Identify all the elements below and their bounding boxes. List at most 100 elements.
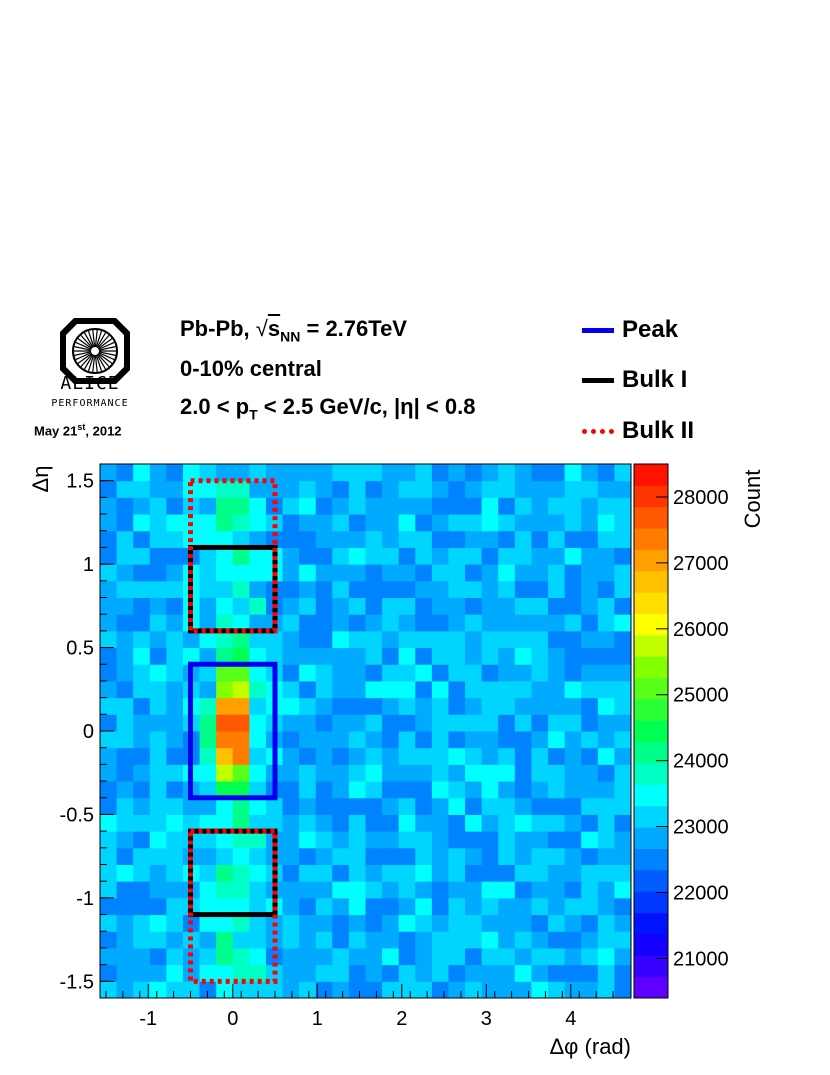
heatmap-cell <box>431 964 449 982</box>
heatmap-cell <box>315 881 333 899</box>
heatmap-cell <box>216 847 234 865</box>
heatmap-cell <box>614 831 632 849</box>
heatmap-cell <box>531 831 549 849</box>
system-prefix: Pb-Pb, <box>180 316 250 341</box>
heatmap-cell <box>415 931 433 949</box>
heatmap-cell <box>398 597 416 615</box>
heatmap-cell <box>415 897 433 916</box>
heatmap-cell <box>382 497 400 515</box>
heatmap-cell <box>382 764 400 782</box>
heatmap-cell <box>548 947 566 966</box>
heatmap-cell <box>548 514 566 532</box>
heatmap-cell <box>133 814 151 832</box>
heatmap-cell <box>116 580 134 598</box>
heatmap-cell <box>199 647 217 665</box>
heatmap-cell <box>299 680 317 699</box>
heatmap-cell <box>282 480 300 498</box>
x-tick-label: 1 <box>312 1008 323 1030</box>
heatmap-cell <box>199 814 217 832</box>
heatmap-cell <box>431 530 449 548</box>
heatmap-cell <box>415 547 433 565</box>
heatmap-cell <box>481 497 499 515</box>
heatmap-cell <box>199 630 217 649</box>
heatmap-cell <box>415 614 433 632</box>
heatmap-cell <box>614 914 632 932</box>
y-tick-label: 1 <box>83 554 94 576</box>
heatmap-cell <box>299 564 317 582</box>
heatmap-cell <box>448 947 466 966</box>
heatmap-cell <box>465 647 483 665</box>
heatmap-cell <box>299 881 317 899</box>
heatmap-cell <box>149 864 167 882</box>
heatmap-cell <box>365 680 383 699</box>
heatmap-cell <box>249 747 267 765</box>
heatmap-cell <box>448 497 466 515</box>
heatmap-cell <box>149 530 167 548</box>
heatmap-cell <box>166 697 184 715</box>
heatmap-cell <box>116 647 134 665</box>
palette-level <box>634 677 668 700</box>
heatmap-cell <box>166 947 184 966</box>
heatmap-cell <box>431 664 449 682</box>
heatmap-cell <box>431 497 449 515</box>
heatmap-cell <box>116 781 134 799</box>
heatmap-cell <box>315 497 333 515</box>
heatmap-cell <box>382 897 400 916</box>
heatmap-cell <box>199 964 217 982</box>
heatmap-cell <box>415 781 433 799</box>
heatmap-cell <box>597 564 615 582</box>
heatmap-cell <box>182 647 201 665</box>
heatmap-cell <box>514 931 532 949</box>
heatmap-cell <box>365 881 383 899</box>
heatmap-cell <box>199 614 217 632</box>
heatmap-cell <box>365 530 383 548</box>
logo-ray <box>87 330 95 348</box>
kinematic-cuts: 2.0 < pT < 2.5 GeV/c, |η| < 0.8 <box>180 394 475 422</box>
heatmap-cell <box>564 580 582 598</box>
heatmap-cell <box>415 947 433 966</box>
heatmap-cell <box>249 597 267 615</box>
heatmap-cell <box>564 797 582 815</box>
heatmap-cell <box>348 864 366 882</box>
heatmap-cell <box>133 831 151 849</box>
palette-level <box>634 656 668 679</box>
heatmap-cell <box>548 564 566 582</box>
heatmap-cell <box>133 714 151 732</box>
heatmap-cell <box>299 747 317 765</box>
heatmap-cell <box>282 864 300 882</box>
heatmap-cell <box>581 797 599 815</box>
heatmap-cell <box>597 764 615 782</box>
heatmap-cell <box>581 897 599 916</box>
heatmap-cell <box>581 514 599 532</box>
heatmap-cell <box>249 764 267 782</box>
heatmap-cell <box>232 547 250 565</box>
heatmap-cell <box>597 714 615 732</box>
legend-label-bulk2: Bulk II <box>622 417 695 444</box>
heatmap-cell <box>548 530 566 548</box>
heatmap-cell <box>116 764 134 782</box>
heatmap-cell <box>199 747 217 765</box>
heatmap-cell <box>514 464 532 482</box>
heatmap-cell <box>614 547 632 565</box>
heatmap-cell <box>597 981 615 999</box>
logo-ray <box>97 338 113 350</box>
heatmap-cell <box>149 697 167 715</box>
heatmap-cell <box>415 764 433 782</box>
heatmap-cell <box>514 614 532 632</box>
heatmap-cell <box>365 897 383 916</box>
legend-label-bulk1: Bulk I <box>622 366 688 393</box>
heatmap-cell <box>315 931 333 949</box>
heatmap-cell <box>581 981 599 999</box>
legend-line-bulk1 <box>582 378 614 383</box>
heatmap-cell <box>216 914 234 932</box>
heatmap-cell <box>133 630 151 649</box>
heatmap-cell <box>498 947 516 966</box>
heatmap-cell <box>348 747 366 765</box>
heatmap-cell <box>581 931 599 949</box>
heatmap-cell <box>597 647 615 665</box>
heatmap-cell <box>100 614 118 632</box>
heatmap-cell <box>199 530 217 548</box>
heatmap-cell <box>548 580 566 598</box>
heatmap-cell <box>382 814 400 832</box>
heatmap-cell <box>199 680 217 699</box>
